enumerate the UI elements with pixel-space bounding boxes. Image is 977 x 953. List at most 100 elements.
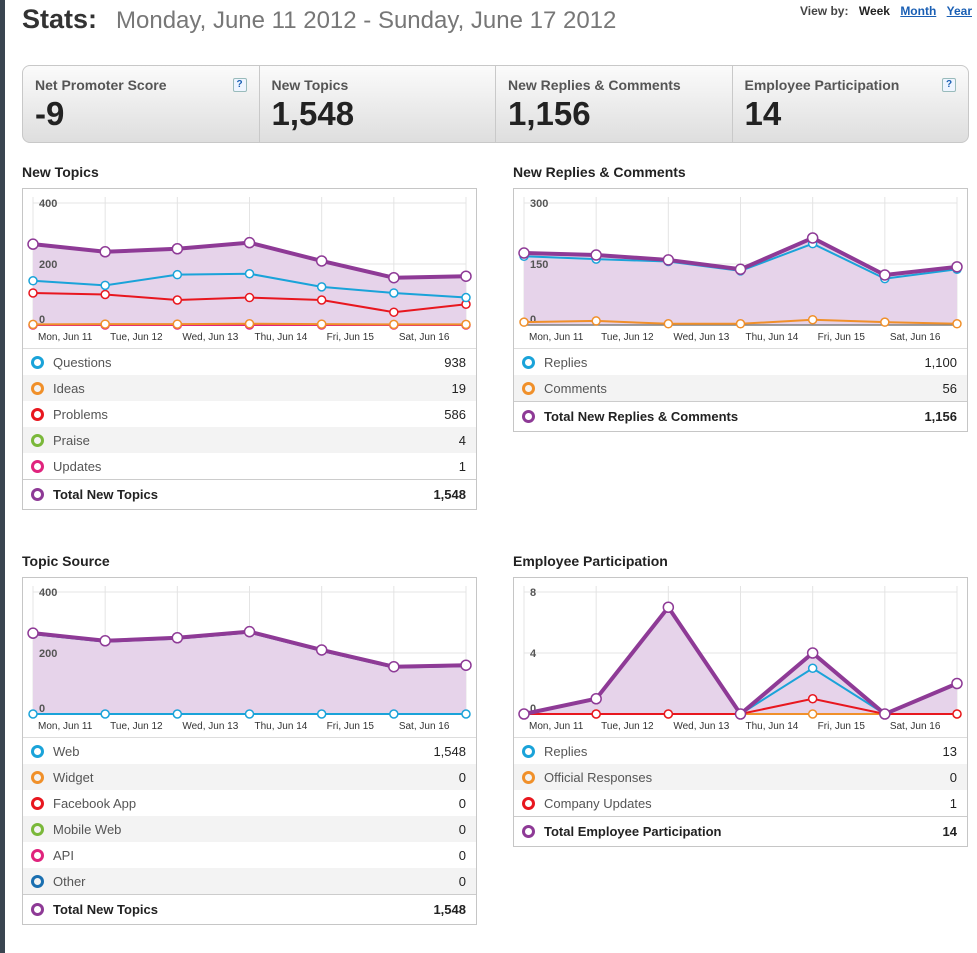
data-point[interactable] [100, 709, 110, 719]
series-marker-icon [31, 848, 44, 862]
x-tick-label: Mon, Jun 11 [529, 721, 584, 732]
data-point[interactable] [879, 269, 891, 281]
data-point[interactable] [244, 292, 255, 303]
data-point[interactable] [951, 677, 963, 690]
data-point[interactable] [172, 269, 183, 280]
data-point[interactable] [28, 319, 38, 330]
legend-row: Questions 938 [23, 349, 476, 375]
data-point[interactable] [172, 709, 183, 719]
data-point[interactable] [952, 709, 962, 719]
data-point[interactable] [807, 314, 818, 325]
data-point[interactable] [316, 295, 327, 305]
data-point[interactable] [591, 709, 601, 719]
data-point[interactable] [518, 708, 530, 720]
data-point[interactable] [171, 243, 184, 255]
summary-value: -9 [35, 95, 65, 132]
data-point[interactable] [389, 319, 399, 330]
data-point[interactable] [389, 288, 399, 298]
x-tick-label: Tue, Jun 12 [110, 332, 163, 343]
data-point[interactable] [99, 635, 111, 647]
data-point[interactable] [952, 319, 962, 329]
data-point[interactable] [388, 660, 400, 673]
data-point[interactable] [172, 319, 183, 329]
view-month-link[interactable]: Month [900, 4, 937, 18]
data-point[interactable] [27, 238, 39, 250]
data-point[interactable] [518, 247, 530, 259]
data-point[interactable] [388, 271, 400, 284]
data-point[interactable] [389, 709, 399, 719]
legend-label: Web [53, 743, 80, 759]
data-point[interactable] [28, 276, 38, 286]
data-point[interactable] [100, 280, 110, 291]
view-year-link[interactable]: Year [946, 4, 972, 18]
data-point[interactable] [461, 709, 471, 719]
legend-value: 13 [942, 743, 957, 759]
summary-label: New Topics [271, 77, 349, 93]
legend-value: 1,156 [924, 409, 957, 424]
data-point[interactable] [806, 647, 819, 659]
data-point[interactable] [806, 232, 819, 244]
data-point[interactable] [734, 263, 747, 276]
view-week-option[interactable]: Week [858, 4, 890, 18]
summary-value: 1,548 [271, 95, 355, 132]
data-point[interactable] [591, 316, 601, 326]
help-icon[interactable]: ? [942, 78, 956, 92]
data-point[interactable] [879, 708, 891, 720]
x-tick-label: Thu, Jun 14 [746, 332, 799, 343]
data-point[interactable] [100, 289, 110, 300]
legend-row: Web 1,548 [23, 738, 476, 764]
legend-label: Widget [53, 769, 94, 785]
data-point[interactable] [662, 601, 675, 613]
legend-row: Official Responses 0 [514, 764, 967, 790]
data-point[interactable] [244, 709, 255, 719]
data-point[interactable] [28, 709, 38, 719]
data-point[interactable] [99, 246, 111, 258]
data-point[interactable] [315, 644, 328, 656]
data-point[interactable] [663, 709, 674, 719]
panel-title: Topic Source [22, 553, 110, 569]
data-point[interactable] [316, 709, 327, 719]
data-point[interactable] [244, 269, 255, 279]
data-point[interactable] [460, 270, 472, 282]
data-point[interactable] [316, 319, 327, 329]
data-point[interactable] [244, 319, 255, 329]
data-point[interactable] [28, 288, 38, 298]
y-tick-label: 200 [39, 648, 57, 660]
legend-label: Comments [544, 380, 607, 396]
data-point[interactable] [590, 249, 602, 261]
help-icon[interactable]: ? [232, 78, 247, 92]
legend-row: Replies 13 [514, 738, 967, 764]
data-point[interactable] [807, 663, 818, 673]
data-point[interactable] [590, 693, 602, 705]
data-point[interactable] [880, 317, 890, 327]
data-point[interactable] [171, 632, 184, 644]
data-point[interactable] [951, 261, 963, 273]
data-point[interactable] [663, 319, 674, 329]
data-point[interactable] [172, 295, 183, 305]
data-point[interactable] [807, 709, 818, 719]
data-point[interactable] [461, 319, 471, 330]
new-topics-chart: 0 200 400 Mon, Jun 11 Tue, Jun 12 Wed, Jun 13… [23, 189, 476, 349]
y-tick-label: 400 [39, 198, 57, 210]
data-point[interactable] [100, 319, 110, 329]
legend: Questions 938 Ideas 19 Problems 586 Praise 4 Upd… [23, 349, 476, 509]
data-point[interactable] [27, 627, 39, 639]
data-point[interactable] [389, 307, 399, 317]
data-point[interactable] [734, 708, 747, 720]
data-point[interactable] [662, 254, 675, 266]
view-by: View by: Week Month Year [793, 4, 972, 18]
y-tick-label: 400 [39, 587, 57, 599]
data-point[interactable] [316, 282, 327, 292]
data-point[interactable] [243, 236, 256, 249]
data-point[interactable] [461, 292, 471, 303]
data-point[interactable] [315, 255, 328, 267]
x-tick-label: Fri, Jun 15 [818, 721, 866, 732]
data-point[interactable] [460, 659, 472, 671]
x-tick-label: Fri, Jun 15 [818, 332, 866, 343]
legend-value: 14 [942, 824, 957, 839]
data-point[interactable] [519, 317, 529, 327]
series-marker-icon [31, 459, 44, 473]
data-point[interactable] [243, 625, 256, 638]
data-point[interactable] [807, 694, 818, 704]
data-point[interactable] [735, 319, 746, 329]
